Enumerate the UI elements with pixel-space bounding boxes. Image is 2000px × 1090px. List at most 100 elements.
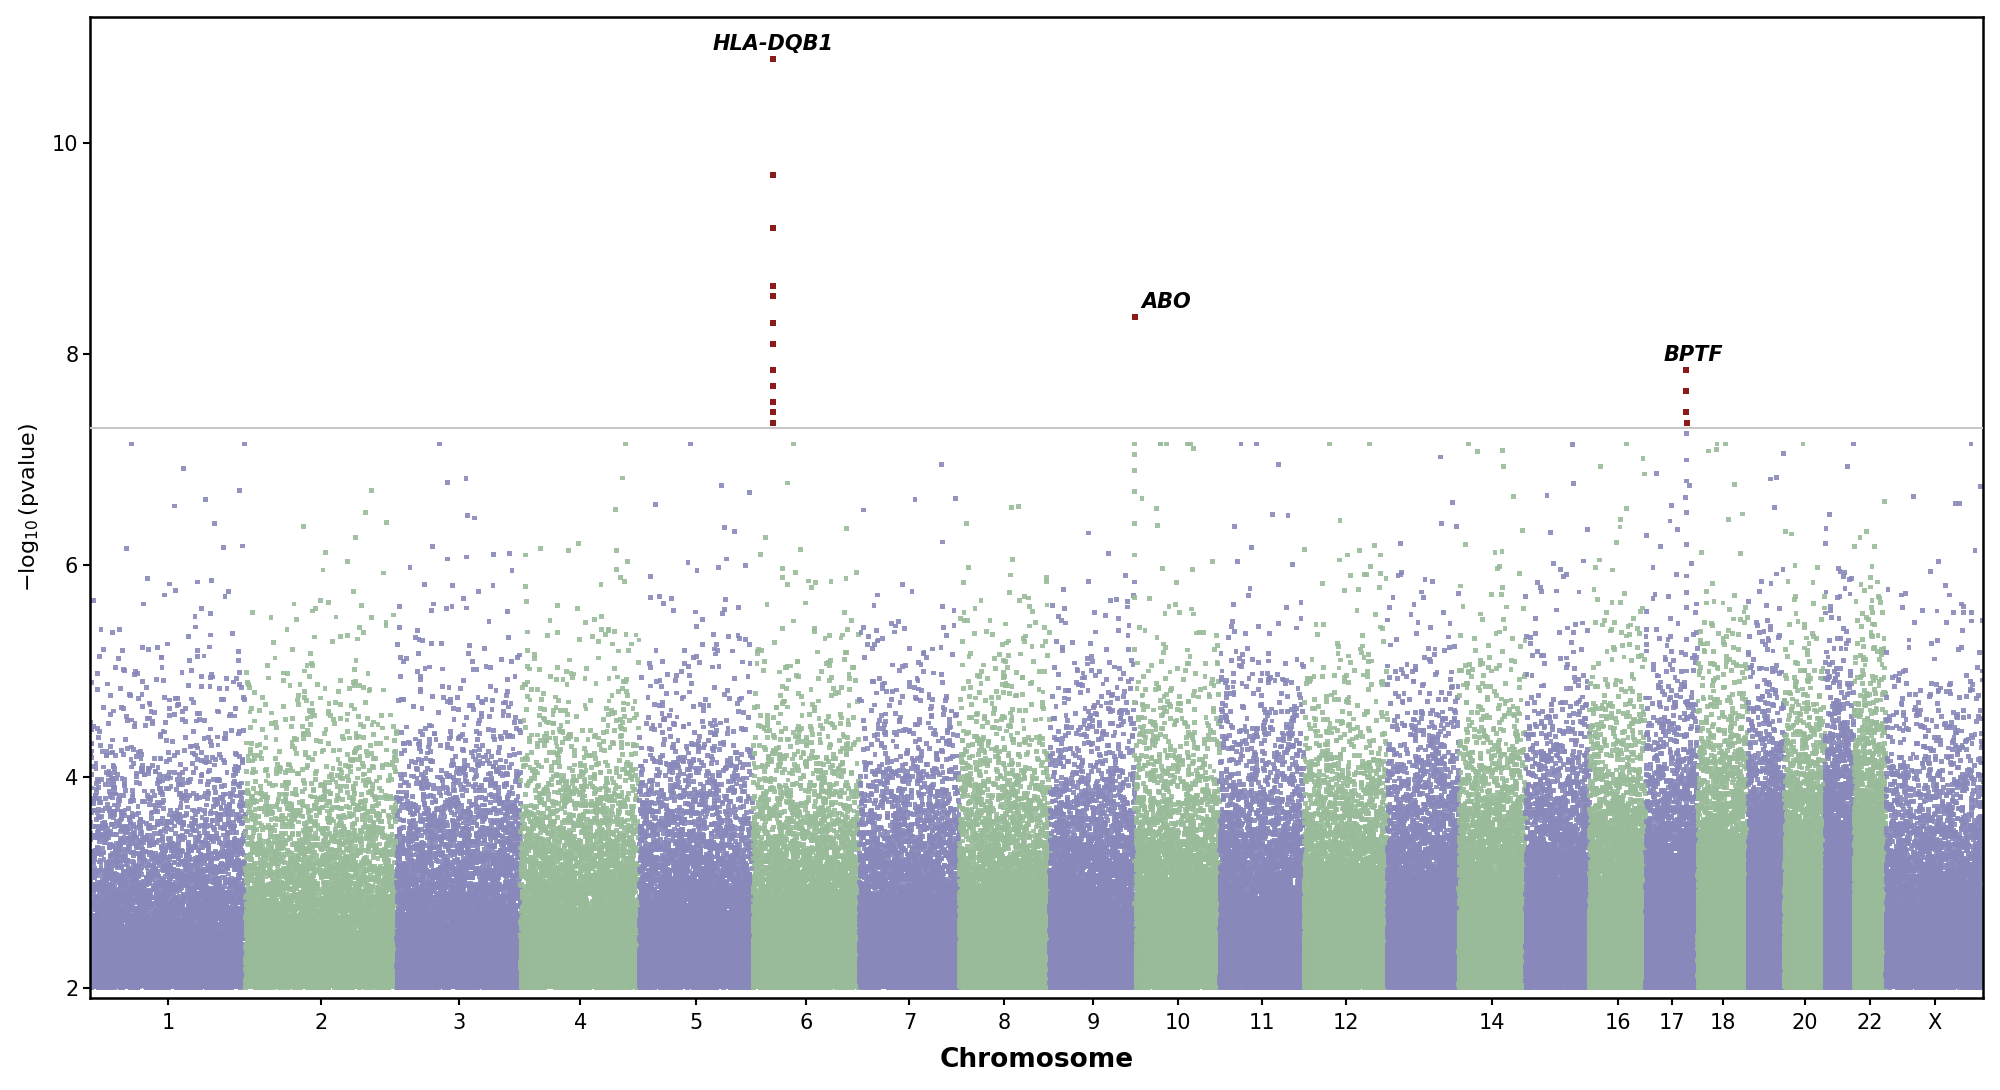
Point bbox=[610, 950, 642, 968]
Point bbox=[550, 917, 582, 934]
Point bbox=[1184, 974, 1216, 992]
Point bbox=[1344, 896, 1376, 913]
Point bbox=[902, 921, 934, 938]
Point bbox=[1764, 907, 1796, 924]
Point bbox=[1072, 974, 1104, 992]
Point bbox=[614, 948, 646, 966]
Point bbox=[462, 923, 494, 941]
Point bbox=[184, 972, 216, 990]
Point bbox=[668, 852, 700, 870]
Point bbox=[800, 959, 832, 977]
Point bbox=[1412, 916, 1444, 933]
Point bbox=[90, 869, 122, 886]
Point bbox=[1254, 947, 1286, 965]
Point bbox=[1436, 950, 1468, 968]
Point bbox=[1428, 977, 1460, 994]
Point bbox=[1016, 924, 1048, 942]
Point bbox=[1856, 979, 1888, 996]
Point bbox=[1238, 954, 1270, 971]
Point bbox=[580, 911, 612, 929]
Point bbox=[1730, 965, 1762, 982]
Point bbox=[1900, 826, 1932, 844]
Point bbox=[1126, 922, 1158, 940]
Point bbox=[1008, 928, 1040, 945]
Point bbox=[1646, 964, 1678, 981]
Point bbox=[1104, 955, 1136, 972]
Point bbox=[278, 912, 310, 930]
Point bbox=[384, 848, 416, 865]
Point bbox=[1448, 797, 1480, 814]
Point bbox=[302, 977, 334, 994]
Point bbox=[1962, 956, 1994, 973]
Point bbox=[1686, 928, 1718, 945]
Point bbox=[1690, 714, 1722, 731]
Point bbox=[1870, 962, 1902, 980]
Point bbox=[906, 978, 938, 995]
Point bbox=[1854, 886, 1886, 904]
Point bbox=[1956, 785, 1988, 802]
Point bbox=[542, 952, 574, 969]
Point bbox=[1248, 869, 1280, 886]
Point bbox=[1530, 977, 1562, 994]
Point bbox=[1354, 961, 1386, 979]
Point bbox=[370, 941, 402, 958]
Point bbox=[1530, 935, 1562, 953]
Point bbox=[1852, 872, 1884, 889]
Point bbox=[1286, 947, 1318, 965]
Point bbox=[836, 968, 868, 985]
Point bbox=[540, 887, 572, 905]
Point bbox=[534, 916, 566, 933]
Point bbox=[1550, 566, 1582, 583]
Point bbox=[1408, 916, 1440, 933]
Point bbox=[1310, 962, 1342, 980]
Point bbox=[1788, 835, 1820, 852]
Point bbox=[570, 929, 602, 946]
Point bbox=[1738, 946, 1770, 964]
Point bbox=[1650, 974, 1682, 992]
Point bbox=[1062, 948, 1094, 966]
Point bbox=[1828, 948, 1860, 966]
Point bbox=[718, 965, 750, 982]
Point bbox=[1880, 782, 1912, 799]
Point bbox=[532, 944, 564, 961]
Point bbox=[1828, 821, 1860, 838]
Point bbox=[1132, 956, 1164, 973]
Point bbox=[564, 953, 596, 970]
Point bbox=[1718, 965, 1750, 982]
Point bbox=[1546, 894, 1578, 911]
Point bbox=[1602, 953, 1634, 970]
Point bbox=[1742, 962, 1774, 980]
Point bbox=[1330, 819, 1362, 836]
Point bbox=[486, 926, 518, 944]
Point bbox=[1820, 934, 1852, 952]
Point bbox=[1702, 850, 1734, 868]
Point bbox=[1554, 971, 1586, 989]
Point bbox=[1726, 946, 1758, 964]
Point bbox=[174, 944, 206, 961]
Point bbox=[1086, 907, 1118, 924]
Point bbox=[1776, 835, 1808, 852]
Point bbox=[1516, 969, 1548, 986]
Point bbox=[1308, 936, 1340, 954]
Point bbox=[1642, 933, 1674, 950]
Point bbox=[1422, 959, 1454, 977]
Point bbox=[1336, 874, 1368, 892]
Point bbox=[718, 925, 750, 943]
Point bbox=[1796, 971, 1828, 989]
Point bbox=[1684, 942, 1716, 959]
Point bbox=[1954, 946, 1986, 964]
Point bbox=[1722, 768, 1754, 786]
Point bbox=[144, 969, 176, 986]
Point bbox=[834, 973, 866, 991]
Point bbox=[1096, 799, 1128, 816]
Point bbox=[1416, 962, 1448, 980]
Point bbox=[1674, 893, 1706, 910]
Point bbox=[1646, 906, 1678, 923]
Point bbox=[1562, 956, 1594, 973]
Point bbox=[1198, 964, 1230, 981]
Point bbox=[552, 542, 584, 559]
Point bbox=[1520, 954, 1552, 971]
Point bbox=[966, 967, 998, 984]
Point bbox=[1934, 823, 1966, 840]
Point bbox=[1198, 924, 1230, 942]
